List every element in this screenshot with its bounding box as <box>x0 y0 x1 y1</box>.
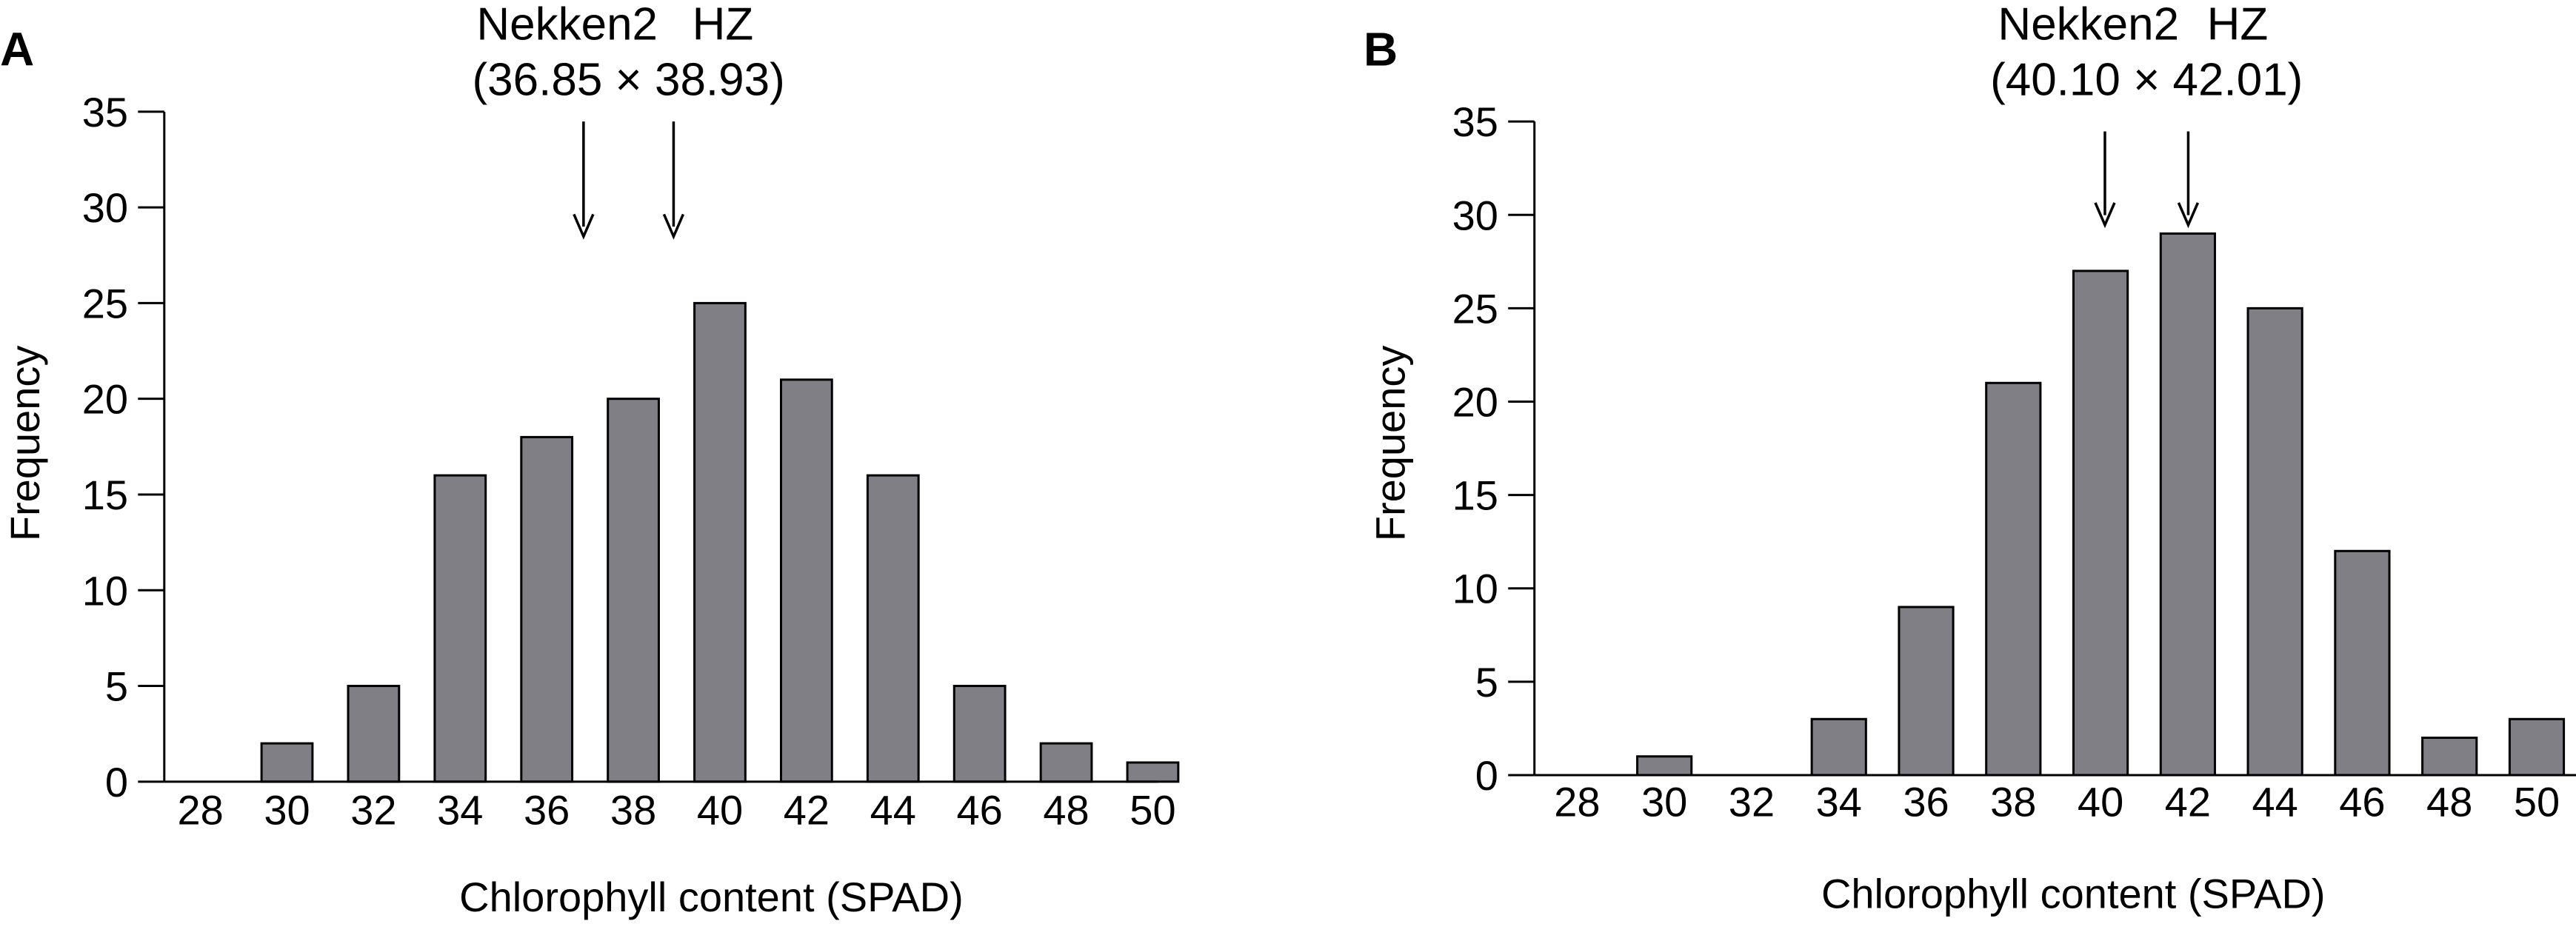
bar <box>1039 742 1093 783</box>
y-tick-label: 35 <box>1452 98 1498 145</box>
x-tick-label: 32 <box>350 786 396 833</box>
x-tick-label: 36 <box>1903 778 1949 825</box>
x-tick-label: 42 <box>784 786 830 833</box>
bar <box>607 398 660 783</box>
bar <box>2421 737 2478 777</box>
x-tick-label: 36 <box>524 786 570 833</box>
x-axis-title: Chlorophyll content (SPAD) <box>1821 871 2326 917</box>
x-tick-label: 44 <box>2252 778 2298 825</box>
y-tick-label: 5 <box>105 663 128 710</box>
bar <box>347 685 401 783</box>
bar <box>866 474 920 783</box>
x-tick-label: 48 <box>1043 786 1089 833</box>
bar <box>2159 232 2216 777</box>
x-axis-title: Chlorophyll content (SPAD) <box>459 874 964 920</box>
y-tick-label: 15 <box>1452 472 1498 519</box>
bar <box>2334 549 2391 777</box>
x-tick-label: 34 <box>437 786 483 833</box>
panel-b: B Nekken2 HZ(40.10 × 42.01) 0 5 10 15 20 25 30 35 2… <box>1364 0 2576 917</box>
x-tick-label: 46 <box>2339 778 2385 825</box>
y-tick-label: 10 <box>82 567 128 614</box>
bar <box>260 742 314 783</box>
x-tick-label: 40 <box>2078 778 2123 825</box>
y-tick-label: 10 <box>1452 566 1498 612</box>
y-axis-title: Frequency <box>1 346 48 542</box>
bar <box>1636 755 1693 777</box>
annotation-label: HZ <box>693 0 754 50</box>
bar <box>1898 606 1955 777</box>
y-axis-title: Frequency <box>1367 346 1413 542</box>
bar <box>952 685 1007 783</box>
annotation-label: Nekken2 <box>476 0 658 50</box>
x-tick-label: 40 <box>697 786 743 833</box>
x-tick-label: 34 <box>1816 778 1862 825</box>
bar <box>2508 717 2566 777</box>
x-tick-label: 50 <box>1129 786 1175 833</box>
arrow-head <box>573 213 595 240</box>
x-tick-label: 48 <box>2426 778 2472 825</box>
y-tick-label: 25 <box>1452 285 1498 332</box>
y-tick-label: 0 <box>105 759 128 805</box>
x-tick-label: 38 <box>1990 778 2036 825</box>
x-tick-label: 50 <box>2514 778 2560 825</box>
x-tick-label: 42 <box>2165 778 2211 825</box>
bar <box>520 435 574 783</box>
arrow-head <box>2177 202 2200 229</box>
x-tick-label: 44 <box>870 786 916 833</box>
y-tick-label: 20 <box>82 376 128 423</box>
y-tick-label: 15 <box>82 472 128 518</box>
x-tick-label: 28 <box>1554 778 1600 825</box>
bar <box>1985 381 2042 777</box>
y-tick-label: 30 <box>82 184 128 231</box>
bar <box>779 378 833 783</box>
annotation-label: Nekken2 <box>1998 0 2179 50</box>
arrow-head <box>2094 202 2116 229</box>
x-tick-label: 28 <box>177 786 223 833</box>
panel-letter: B <box>1364 23 1398 76</box>
annotation-values: (36.85 × 38.93) <box>473 55 785 106</box>
bar <box>2072 269 2129 777</box>
x-tick-label: 38 <box>610 786 656 833</box>
y-tick-label: 5 <box>1475 659 1498 706</box>
arrow-head <box>662 213 685 240</box>
bar <box>1810 717 1867 777</box>
annotation-values: (40.10 × 42.01) <box>1990 55 2303 106</box>
panel-letter: A <box>0 23 34 76</box>
y-tick-label: 0 <box>1475 752 1498 799</box>
y-tick-label: 25 <box>82 280 128 326</box>
y-tick-label: 30 <box>1452 192 1498 238</box>
annotation-label: HZ <box>2207 0 2269 50</box>
x-tick-label: 30 <box>1641 778 1687 825</box>
bar <box>1126 761 1180 783</box>
bar <box>433 474 487 783</box>
x-tick-label: 32 <box>1729 778 1775 825</box>
panel-a: A Nekken2 HZ(36.85 × 38.93) 0 5 10 15 20 25 30 35 2… <box>0 0 1180 920</box>
y-tick-label: 20 <box>1452 378 1498 425</box>
x-tick-label: 30 <box>264 786 310 833</box>
bar <box>693 301 747 783</box>
y-tick-label: 35 <box>82 89 128 135</box>
x-tick-label: 46 <box>957 786 1003 833</box>
bar <box>2246 306 2303 777</box>
